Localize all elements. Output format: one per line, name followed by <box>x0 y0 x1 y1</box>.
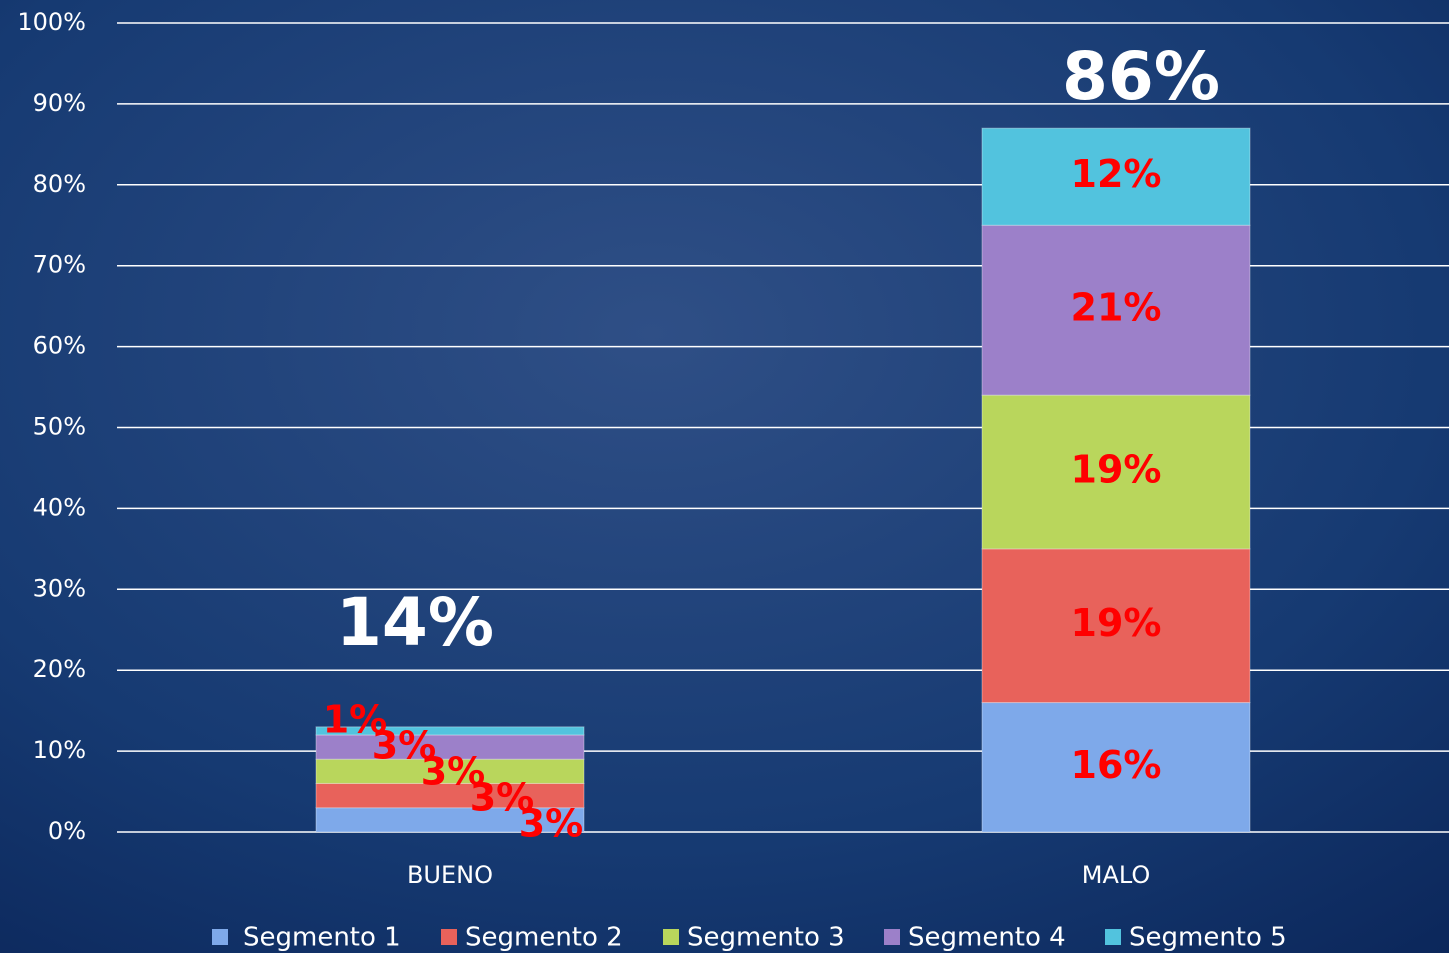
data-label: 19% <box>1071 601 1162 645</box>
y-tick-label: 0% <box>48 817 86 845</box>
y-tick-label: 40% <box>33 493 86 521</box>
x-tick-label: BUENO <box>407 861 493 889</box>
y-tick-label: 90% <box>33 89 86 117</box>
legend-marker <box>884 929 900 945</box>
legend-marker <box>212 929 228 945</box>
legend-label: Segmento 3 <box>687 923 845 953</box>
legend-label: Segmento 5 <box>1129 923 1287 953</box>
legend-label: Segmento 4 <box>908 923 1066 953</box>
legend-label: Segmento 2 <box>465 923 623 953</box>
data-label: 12% <box>1071 152 1162 196</box>
total-label: 14% <box>336 584 494 661</box>
total-label: 86% <box>1062 38 1220 115</box>
y-tick-label: 50% <box>33 413 86 441</box>
legend-label: Segmento 1 <box>243 923 401 953</box>
y-tick-label: 80% <box>33 170 86 198</box>
data-label: 19% <box>1071 447 1162 491</box>
legend-marker <box>1105 929 1121 945</box>
y-tick-label: 100% <box>17 8 86 36</box>
data-label: 1% <box>323 698 388 742</box>
y-tick-label: 30% <box>33 574 86 602</box>
data-label: 16% <box>1071 743 1162 787</box>
y-tick-label: 60% <box>33 332 86 360</box>
y-tick-label: 20% <box>33 655 86 683</box>
chart: 0%10%20%30%40%50%60%70%80%90%100%BUENO3%… <box>0 0 1449 953</box>
data-label: 21% <box>1071 286 1162 330</box>
legend-marker <box>663 929 679 945</box>
x-tick-label: MALO <box>1082 861 1151 889</box>
legend-marker <box>441 929 457 945</box>
y-tick-label: 70% <box>33 251 86 279</box>
y-tick-label: 10% <box>33 736 86 764</box>
